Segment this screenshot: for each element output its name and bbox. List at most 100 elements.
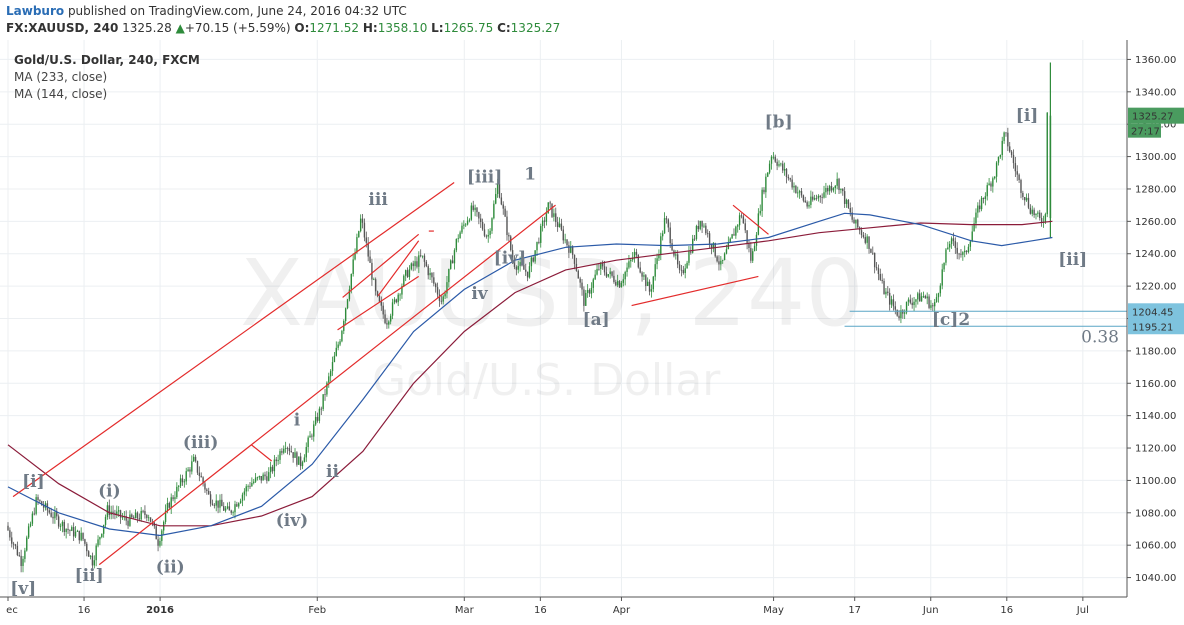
candle-body (939, 285, 942, 294)
candle-body (742, 216, 745, 224)
trendlines (12, 181, 769, 566)
y-tick-label: 1180.00 (1135, 346, 1176, 357)
candle-body (596, 268, 598, 275)
candle-body (354, 252, 356, 260)
candle-body (459, 232, 461, 239)
candle-body (708, 233, 711, 244)
candle-body (157, 539, 159, 546)
candle-body (731, 234, 733, 239)
candle-body (812, 196, 814, 200)
watermark-name: Gold/U.S. Dollar (372, 355, 721, 406)
candle-body (39, 500, 41, 502)
candle-body (663, 218, 666, 234)
candle-body (995, 162, 998, 177)
candle-body (406, 270, 409, 278)
candle-body (744, 223, 746, 231)
candle-body (249, 486, 251, 487)
candle-body (768, 163, 771, 173)
trendline (250, 444, 273, 462)
candle-body (860, 230, 863, 236)
candle-body (95, 545, 97, 561)
candle-body (269, 466, 272, 473)
candle-body (688, 251, 690, 263)
wave-label: [ii] (1058, 250, 1087, 270)
candle-body (665, 218, 668, 220)
candle-body (328, 376, 330, 383)
candle-body (217, 500, 219, 508)
candle-body (365, 237, 367, 243)
candle-body (847, 199, 850, 209)
candle-body (675, 254, 677, 256)
wave-label: i (294, 410, 301, 430)
candle-body (419, 255, 422, 257)
candle-body (643, 275, 645, 277)
candle-body (528, 266, 531, 278)
y-tick-label: 1240.00 (1135, 249, 1176, 260)
trendline (337, 275, 420, 331)
candle-body (915, 299, 917, 302)
candle-body (982, 197, 985, 199)
y-tick-label: 1360.00 (1135, 55, 1176, 66)
level-tag (1128, 303, 1184, 320)
candle-body (870, 248, 872, 253)
wave-label: [iii] (467, 167, 502, 187)
candle-body (843, 191, 846, 204)
candle-body (1029, 207, 1032, 214)
x-axis[interactable]: ec 16 2016 Feb Mar 16 Apr May 17 Jun 16 Jul (6, 597, 1089, 616)
candle-body (513, 260, 516, 267)
candle-body (20, 555, 22, 567)
x-tick-label: Apr (613, 605, 631, 616)
candle-body (119, 510, 122, 518)
candle-body (89, 555, 92, 557)
candle-body (639, 267, 641, 273)
candle-body (292, 452, 294, 458)
candle-body (616, 281, 619, 286)
candle-body (947, 247, 949, 250)
candle-body (980, 197, 983, 210)
candle-body (147, 517, 150, 519)
candle-body (650, 289, 653, 292)
candle-body (943, 262, 945, 270)
candle-body (457, 238, 459, 240)
candle-body (887, 291, 889, 293)
candle-body (429, 272, 431, 276)
candle-body (348, 289, 351, 300)
candle-body (718, 261, 720, 265)
candle-body (808, 204, 810, 207)
author-name[interactable]: Lawburo (6, 4, 65, 18)
candles (7, 62, 1052, 573)
candle-body (393, 299, 396, 303)
candle-body (71, 527, 73, 531)
candle-body (468, 219, 471, 221)
wave-label: (iv) (276, 511, 308, 531)
candle-body (791, 179, 793, 188)
candle-body (204, 483, 206, 490)
candle-body (418, 255, 420, 267)
candle-body (892, 299, 895, 307)
wave-label: (iii) (183, 433, 218, 453)
trendline (377, 240, 420, 297)
candle-body (648, 281, 651, 292)
candle-body (361, 218, 364, 223)
candle-body (697, 225, 700, 230)
candle-body (896, 309, 898, 316)
candle-body (877, 268, 880, 275)
candle-body (813, 198, 816, 200)
candle-body (164, 510, 167, 522)
candle-body (146, 514, 148, 519)
candle-body (840, 188, 842, 191)
quote-header: FX:XAUUSD, 240 1325.28 ▲+70.15 (+5.59%) … (6, 21, 560, 35)
candle-body (35, 497, 37, 514)
candle-body (1044, 214, 1047, 222)
price-chart[interactable]: XAUUSD, 240 Gold/U.S. Dollar 0.38 [v] [i]… (0, 40, 1184, 625)
candle-body (735, 226, 737, 236)
candle-body (239, 500, 242, 504)
candle-body (339, 341, 341, 345)
candle-body (129, 514, 131, 526)
candle-body (185, 471, 187, 482)
candle-body (127, 520, 129, 526)
candle-body (117, 510, 120, 512)
candle-body (836, 178, 838, 186)
candle-body (964, 250, 966, 253)
candle-body (707, 233, 709, 235)
